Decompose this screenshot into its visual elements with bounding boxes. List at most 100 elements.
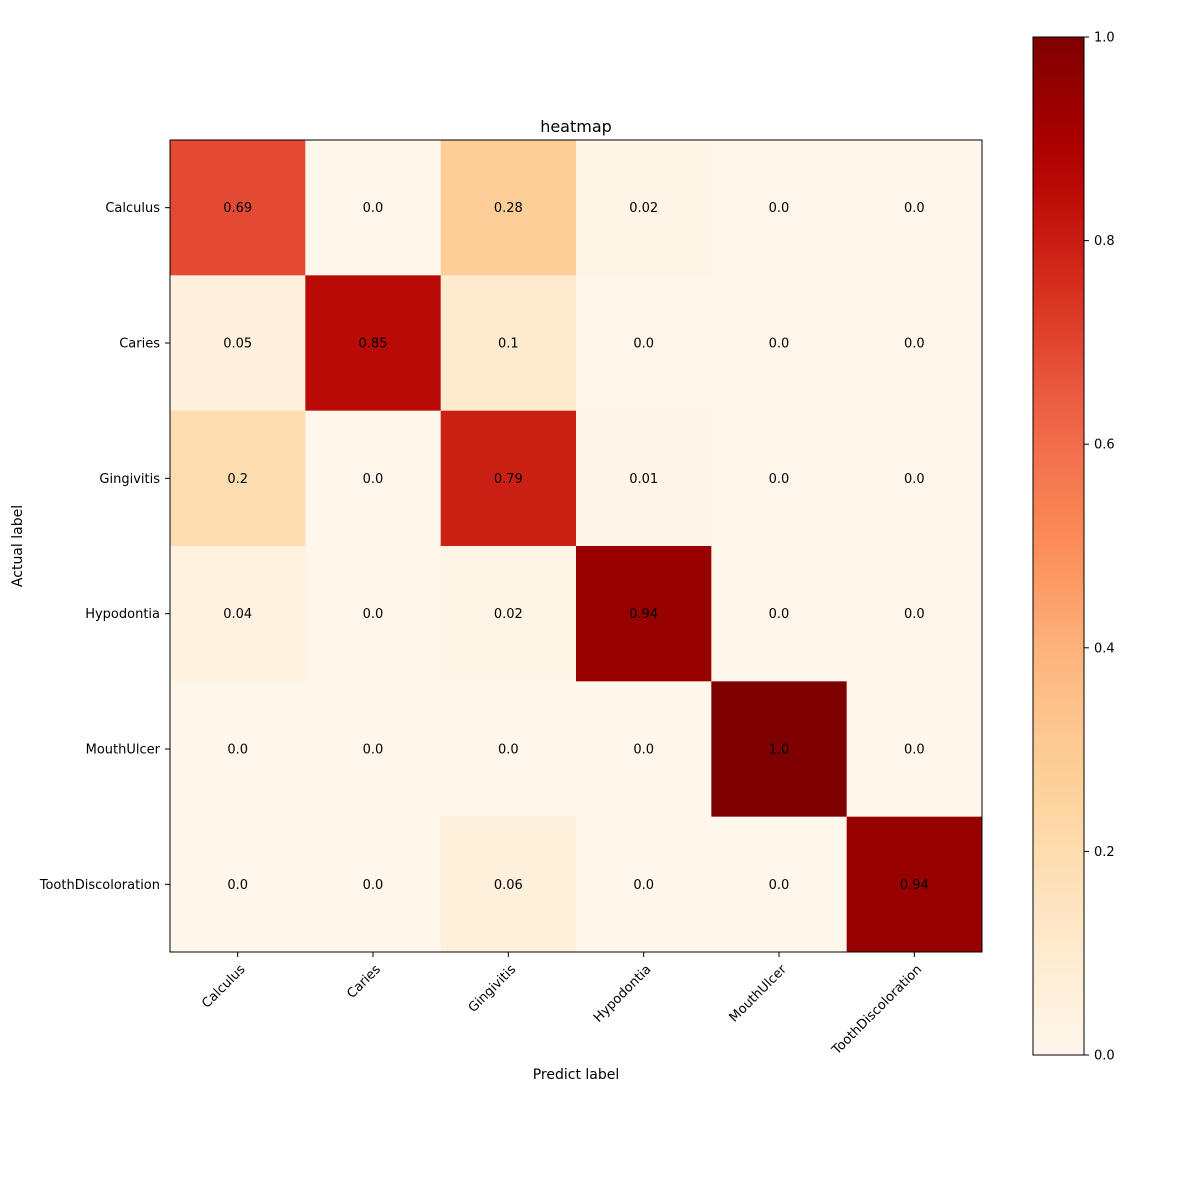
cell-value-label: 0.0 [363,878,384,893]
heatmap-cell [846,410,983,547]
cell-value-label: 0.0 [633,743,654,758]
heatmap-cell [846,681,983,818]
heatmap-cell [170,275,306,412]
y-axis-ticks: Calculus Caries Gingivitis Hypodontia MouthU… [39,201,170,893]
heatmap-cell [711,275,848,412]
heatmap-cell [846,140,983,276]
y-tick-label: Caries [119,337,160,352]
x-tick-label: Hypodontia [591,962,654,1025]
heatmap-cell [711,681,848,818]
heatmap-cell [576,816,712,953]
heatmap-cell [440,681,577,818]
cell-value-label: 0.04 [223,607,252,622]
cell-value-label: 0.05 [223,337,252,352]
cell-value-label: 0.28 [494,201,523,216]
heatmap-cell [170,410,306,547]
heatmap-cell [576,275,712,412]
x-tick-label: Gingivitis [466,962,520,1016]
cell-value-label: 0.01 [629,472,658,487]
heatmap-cell [170,546,306,682]
cell-value-label: 0.0 [227,743,248,758]
heatmap-cell [576,546,712,682]
cell-value-label: 0.0 [769,472,790,487]
y-tick-label: Gingivitis [99,472,160,487]
cell-value-label: 0.0 [769,878,790,893]
cell-labels-layer: 0.69 0.0 0.28 0.02 0.0 0.0 0.05 0.85 0.1 0.0 0.0 0.… [223,201,929,893]
cell-value-label: 0.0 [363,201,384,216]
heatmap-cell [711,410,848,547]
heatmap-cell [305,546,442,682]
y-tick-label: Calculus [105,201,160,216]
plot-frame [169,139,983,953]
heatmap-cell [576,410,712,547]
heatmap-cell [440,140,577,276]
heatmap-cell [846,275,983,412]
cell-value-label: 1.0 [769,743,790,758]
heatmap-cell [440,546,577,682]
cell-value-label: 0.79 [494,472,523,487]
heatmap-cell [440,410,577,547]
heatmap-cell [305,275,442,412]
y-tick-label: ToothDiscoloration [39,878,160,893]
cell-value-label: 0.0 [904,472,925,487]
heatmap-cell [846,546,983,682]
cell-value-label: 0.0 [227,878,248,893]
colorbar-tick-label: 1.0 [1094,31,1115,46]
cell-value-label: 0.2 [227,472,248,487]
colorbar-tick-label: 0.0 [1094,1049,1115,1064]
cell-value-label: 0.06 [494,878,523,893]
cell-value-label: 0.1 [498,337,519,352]
cell-value-label: 0.94 [900,878,929,893]
cell-value-label: 0.0 [363,607,384,622]
heatmap-cell [440,275,577,412]
colorbar-tick-label: 0.8 [1094,234,1115,249]
cell-value-label: 0.0 [904,337,925,352]
cell-value-label: 0.94 [629,607,658,622]
cell-value-label: 0.0 [904,201,925,216]
heatmap-cell [711,546,848,682]
heatmap-cell [576,140,712,276]
heatmap-cell [305,816,442,953]
heatmap-cell [305,681,442,818]
colorbar-ticks: 0.0 0.2 0.4 0.6 0.8 1.0 [1084,31,1115,1064]
x-tick-label: MouthUlcer [727,962,791,1026]
y-axis-title: Actual label [10,505,26,587]
x-tick-label: Calculus [199,962,248,1011]
cell-value-label: 0.0 [633,878,654,893]
cell-value-label: 0.0 [904,607,925,622]
cell-value-label: 0.0 [769,607,790,622]
x-axis-ticks: Calculus Caries Gingivitis Hypodontia MouthU… [199,952,925,1059]
colorbar-tick-label: 0.6 [1094,438,1115,453]
cell-value-label: 0.0 [363,472,384,487]
colorbar-tick-label: 0.2 [1094,845,1115,860]
cell-value-label: 0.02 [629,201,658,216]
y-tick-label: Hypodontia [85,607,160,622]
heatmap-cell [170,140,306,276]
heatmap-cell [305,410,442,547]
heatmap-cell [846,816,983,953]
heatmap-cell [170,681,306,818]
cell-value-label: 0.0 [769,201,790,216]
heatmap-cell [711,816,848,953]
colorbar-tick-label: 0.4 [1094,641,1115,656]
cell-value-label: 0.0 [363,743,384,758]
x-axis-title: Predict label [533,1067,620,1083]
colorbar [1032,36,1085,1056]
heatmap-cell [305,140,442,276]
cell-value-label: 0.0 [498,743,519,758]
heatmap-cell [576,681,712,818]
x-tick-label: Caries [344,962,384,1002]
heatmap-cell [440,816,577,953]
cell-value-label: 0.02 [494,607,523,622]
cell-value-label: 0.85 [359,337,388,352]
y-tick-label: MouthUlcer [86,743,161,758]
x-tick-label: ToothDiscoloration [829,962,925,1058]
cell-value-label: 0.0 [769,337,790,352]
cells-layer [170,140,983,953]
heatmap-cell [711,140,848,276]
chart-title: heatmap [540,117,612,136]
cell-value-label: 0.0 [633,337,654,352]
cell-value-label: 0.0 [904,743,925,758]
heatmap-cell [170,816,306,953]
